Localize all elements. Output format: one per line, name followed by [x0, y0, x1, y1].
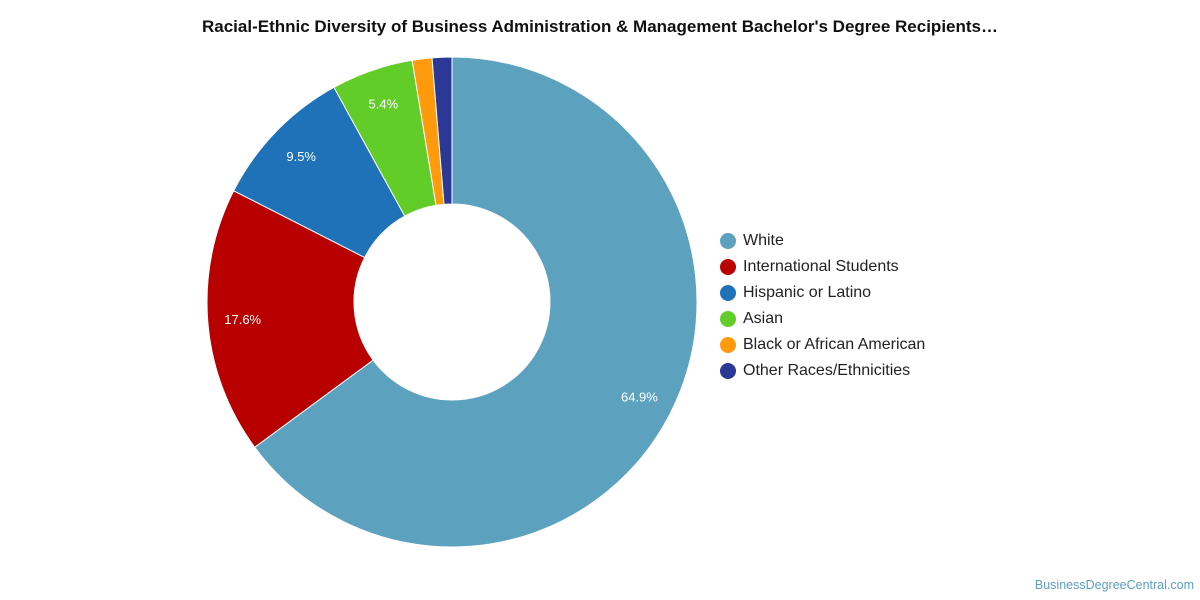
- legend-swatch: [720, 363, 736, 379]
- legend: White International Students Hispanic or L…: [720, 228, 925, 384]
- legend-label: White: [743, 232, 784, 249]
- legend-label: International Students: [743, 258, 899, 275]
- legend-swatch: [720, 285, 736, 301]
- legend-swatch: [720, 233, 736, 249]
- legend-item-black-or-african-american[interactable]: Black or African American: [720, 332, 925, 358]
- source-credit[interactable]: BusinessDegreeCentral.com: [1034, 578, 1194, 592]
- slice-international-students[interactable]: [206, 190, 374, 448]
- legend-item-international-students[interactable]: International Students: [720, 254, 925, 280]
- chart-title: Racial-Ethnic Diversity of Business Admi…: [201, 17, 998, 36]
- data-label-asian: 5.4%: [369, 97, 399, 112]
- legend-label: Hispanic or Latino: [743, 284, 872, 301]
- legend-item-other-races-ethnicities[interactable]: Other Races/Ethnicities: [720, 358, 925, 384]
- data-label-hispanic-or-latino: 9.5%: [286, 149, 316, 164]
- legend-item-hispanic-or-latino[interactable]: Hispanic or Latino: [720, 280, 925, 306]
- slices-group: [206, 56, 698, 548]
- data-labels-group: 64.9% 17.6% 9.5% 5.4%: [224, 97, 658, 405]
- legend-item-asian[interactable]: Asian: [720, 306, 925, 332]
- legend-item-white[interactable]: White: [720, 228, 925, 254]
- legend-swatch: [720, 259, 736, 275]
- legend-label: Asian: [743, 310, 784, 327]
- data-label-international-students: 17.6%: [224, 312, 261, 327]
- data-label-white: 64.9%: [621, 390, 658, 405]
- slice-white[interactable]: [254, 56, 698, 548]
- legend-label: Black or African American: [743, 336, 926, 353]
- legend-swatch: [720, 311, 736, 327]
- slice-other-races-ethnicities[interactable]: [431, 56, 453, 205]
- legend-label: Other Races/Ethnicities: [743, 362, 911, 379]
- legend-swatch: [720, 337, 736, 353]
